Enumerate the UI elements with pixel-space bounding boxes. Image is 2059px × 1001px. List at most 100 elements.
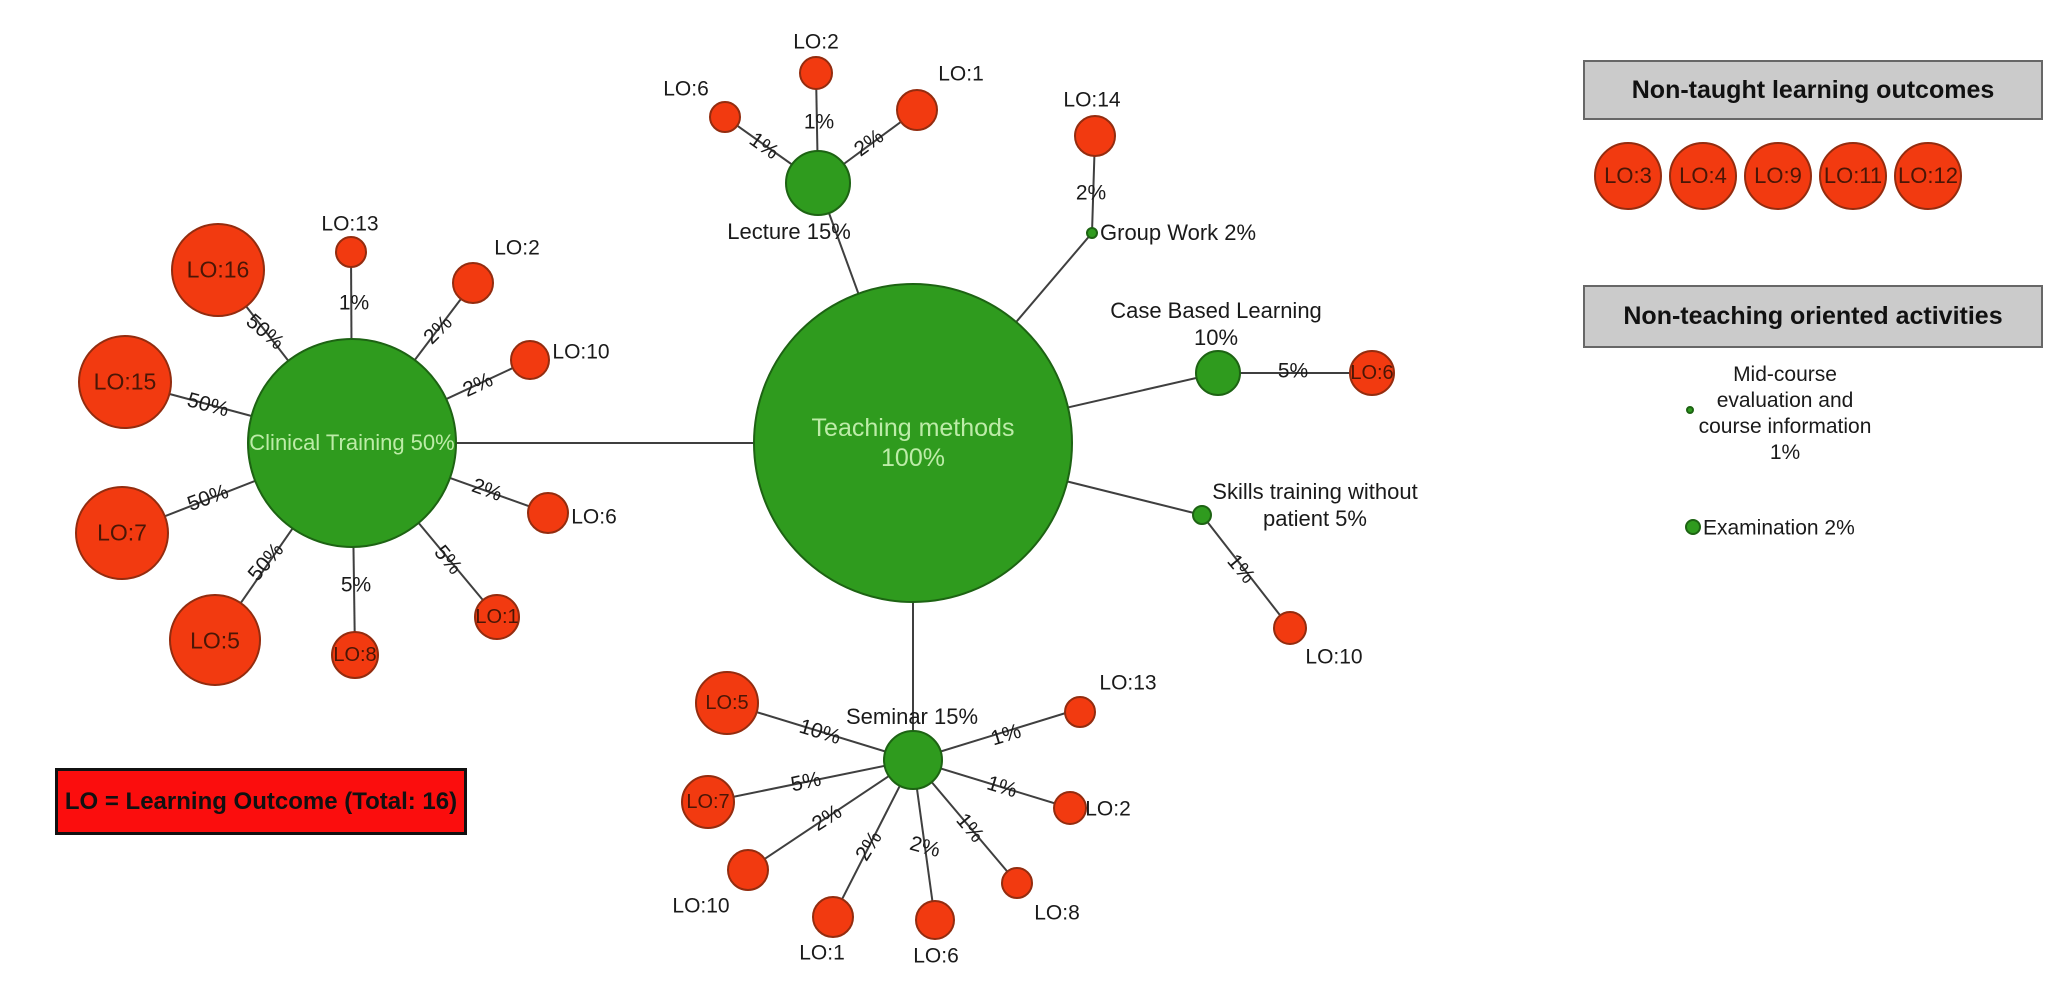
legend-box: LO = Learning Outcome (Total: 16) [55,768,467,835]
lecture-lo6-label: LO:6 [663,77,709,101]
lecture-lo2-label: LO:2 [793,30,839,54]
node-clinical-lo7 [75,486,169,580]
node-nontaught-lo3 [1594,142,1662,210]
node-group-work-dot [1086,227,1098,239]
edge-seminar-lo10 [747,759,914,871]
node-seminar-lo5 [695,671,759,735]
node-seminar-lo13 [1064,696,1096,728]
seminar-lo6-label: LO:6 [913,944,959,968]
node-seminar-lo6 [915,900,955,940]
node-lecture [785,150,851,216]
node-clinical-lo5 [169,594,261,686]
cbl-label-line2: 10% [1193,324,1239,350]
clinical-lo7-label: LO:7 [97,519,147,546]
clinical-lo8-pct: 5% [340,573,372,597]
node-teaching-methods [753,283,1073,603]
edge-seminar-lo5 [726,702,914,761]
node-seminar-lo2 [1053,791,1087,825]
node-groupwork-lo14 [1074,115,1116,157]
node-clinical-training [247,338,457,548]
seminar-lo10-label: LO:10 [672,894,730,918]
nontaught-lo4-label: LO:4 [1679,162,1727,188]
clinical-lo13-pct: 1% [338,291,370,315]
node-seminar [883,730,943,790]
clinical-lo5-label: LO:5 [190,627,240,654]
non-teaching-header: Non-teaching oriented activities [1583,285,2043,348]
seminar-lo8-label: LO:8 [1034,901,1080,925]
nontaught-lo9-label: LO:9 [1754,162,1802,188]
nontaught-lo12-label: LO:12 [1898,162,1958,188]
node-seminar-lo7 [681,775,735,829]
node-seminar-lo1 [812,896,854,938]
edge-skills-lo10 [1201,514,1291,629]
nontaught-lo3-label: LO:3 [1604,162,1652,188]
non-taught-header-label: Non-taught learning outcomes [1631,75,1995,104]
skills-lo10-label: LO:10 [1305,645,1363,669]
node-cbl-lo6 [1349,350,1395,396]
seminar-lo1-label: LO:1 [799,941,845,965]
clinical-lo6-label: LO:6 [571,505,617,529]
lecture-label: Lecture 15% [727,218,851,244]
node-lecture-lo2 [799,56,833,90]
seminar-label: Seminar 15% [845,703,979,729]
non-teaching-header-label: Non-teaching oriented activities [1623,302,2003,330]
skills-label-line2: patient 5% [1263,505,1367,531]
groupwork-lo14-label: LO:14 [1063,88,1121,112]
node-clinical-lo6 [527,492,569,534]
seminar-lo7-label: LO:7 [686,791,730,813]
node-nontaught-lo4 [1669,142,1737,210]
teaching-methods-label: Teaching methods 100% [812,413,1015,473]
midcourse-evaluation-label: Mid-course evaluation and course informa… [1699,362,1872,466]
node-lecture-lo6 [709,101,741,133]
node-clinical-lo1 [474,594,520,640]
node-seminar-lo8 [1001,867,1033,899]
nontaught-lo11-label: LO:11 [1823,162,1883,188]
node-clinical-lo13 [335,236,367,268]
node-nontaught-lo11 [1819,142,1887,210]
lecture-lo1-label: LO:1 [938,62,984,86]
clinical-lo13-label: LO:13 [321,212,379,236]
node-examination-dot [1685,519,1701,535]
legend-box-label: LO = Learning Outcome (Total: 16) [64,787,458,815]
edge-seminar-lo7 [707,759,914,803]
seminar-lo5-label: LO:5 [705,692,749,714]
node-clinical-lo16 [171,223,265,317]
clinical-lo2-label: LO:2 [494,236,540,260]
node-skills-lo10 [1273,611,1307,645]
midcourse-line4: 1% [1769,441,1801,464]
node-clinical-lo8 [331,631,379,679]
teaching-methods-label-line2: 100% [881,444,945,472]
seminar-lo2-label: LO:2 [1085,797,1131,821]
lecture-lo2-pct: 1% [803,110,835,134]
skills-label-line1: Skills training without [1212,478,1418,504]
cbl-lo6-pct: 5% [1277,359,1309,383]
midcourse-line2: evaluation and [1716,389,1854,412]
node-clinical-lo15 [78,335,172,429]
midcourse-line3: course information [1698,415,1872,438]
clinical-lo16-label: LO:16 [186,256,250,283]
clinical-lo10-label: LO:10 [552,340,610,364]
node-midcourse-dot [1686,406,1694,414]
groupwork-lo14-pct: 2% [1075,181,1107,205]
midcourse-line1: Mid-course [1733,363,1837,386]
node-clinical-lo10 [510,340,550,380]
non-taught-header: Non-taught learning outcomes [1583,60,2043,120]
teaching-methods-label-line1: Teaching methods [811,414,1015,442]
clinical-lo8-label: LO:8 [333,644,377,666]
node-nontaught-lo9 [1744,142,1812,210]
clinical-lo1-label: LO:1 [475,606,519,628]
examination-label: Examination 2% [1703,516,1855,540]
node-nontaught-lo12 [1894,142,1962,210]
group-work-label: Group Work 2% [1100,219,1257,245]
node-clinical-lo2 [452,262,494,304]
clinical-lo15-label: LO:15 [93,368,157,395]
cbl-lo6-label: LO:6 [1350,362,1394,384]
seminar-lo13-label: LO:13 [1099,671,1157,695]
cbl-label-line1: Case Based Learning [1110,297,1322,323]
clinical-training-label: Clinical Training 50% [249,429,455,455]
node-seminar-lo10 [727,849,769,891]
node-case-based-learning [1195,350,1241,396]
node-lecture-lo1 [896,89,938,131]
node-skills-training-dot [1192,505,1212,525]
